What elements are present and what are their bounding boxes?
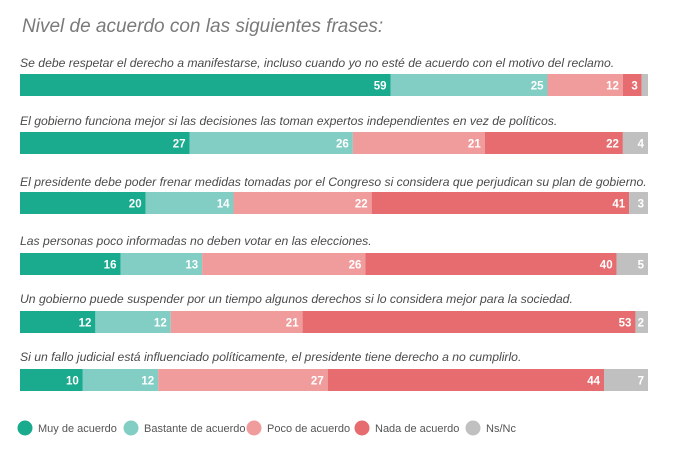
- data-label: 10: [66, 376, 79, 388]
- data-label: 26: [336, 139, 349, 151]
- data-label: 41: [612, 199, 625, 211]
- bar-row: Si un fallo judicial está influenciado p…: [20, 350, 648, 391]
- legend-label: Ns/Nc: [486, 423, 516, 435]
- data-label: 21: [468, 139, 481, 151]
- bar-segment-poco: [170, 311, 303, 333]
- data-label: 27: [311, 376, 324, 388]
- bar-segment-bastante: [82, 369, 159, 391]
- data-label: 12: [141, 376, 154, 388]
- bar-segment-bastante: [390, 74, 548, 96]
- bar-segment-nada: [327, 369, 605, 391]
- question-label: Se debe respetar el derecho a manifestar…: [20, 56, 614, 70]
- bar-segment-poco: [202, 253, 366, 275]
- bar-segment-nsnc: [604, 369, 648, 391]
- bar-segment-nsnc: [616, 253, 648, 275]
- legend-item-nsnc: Ns/Nc: [465, 420, 516, 436]
- legend-label: Bastante de acuerdo: [144, 423, 246, 435]
- legend-label: Muy de acuerdo: [38, 423, 117, 435]
- data-label: 20: [129, 199, 142, 211]
- bar-segment-poco: [547, 74, 623, 96]
- data-label: 7: [638, 376, 644, 388]
- bar-row: Las personas poco informadas no deben vo…: [20, 234, 648, 275]
- legend-item-bastante: Bastante de acuerdo: [123, 420, 246, 436]
- bar-segment-bastante: [120, 253, 203, 275]
- bar-segment-muy: [20, 253, 121, 275]
- bar-row: Se debe respetar el derecho a manifestar…: [20, 56, 648, 96]
- legend-swatch: [17, 420, 33, 436]
- bar-segment-muy: [20, 369, 83, 391]
- question-label: Las personas poco informadas no deben vo…: [20, 234, 372, 248]
- legend-item-poco: Poco de acuerdo: [246, 420, 350, 436]
- data-label: 21: [286, 318, 299, 330]
- legend-swatch: [465, 420, 481, 436]
- bar-segment-muy: [20, 132, 190, 154]
- bar-segment-bastante: [145, 192, 234, 214]
- data-label: 3: [638, 199, 644, 211]
- data-label: 12: [154, 318, 167, 330]
- bar-row: El gobierno funciona mejor si las decisi…: [20, 114, 648, 154]
- data-label: 26: [349, 260, 362, 272]
- bar-segment-muy: [20, 74, 391, 96]
- data-label: 53: [619, 318, 632, 330]
- bar-segment-nsnc: [622, 132, 648, 154]
- bar-segment-nada: [484, 132, 623, 154]
- data-label: 16: [104, 260, 117, 272]
- legend-label: Nada de acuerdo: [375, 423, 459, 435]
- data-label: 3: [631, 81, 637, 93]
- question-label: Un gobierno puede suspender por un tiemp…: [20, 292, 573, 306]
- legend-swatch: [246, 420, 262, 436]
- bar-segment-bastante: [189, 132, 353, 154]
- data-label: 44: [587, 376, 600, 388]
- chart-legend: Muy de acuerdo Bastante de acuerdo Poco de…: [17, 420, 516, 436]
- bar-segment-muy: [20, 192, 146, 214]
- bar-segment-nsnc: [641, 74, 648, 96]
- bar-segment-nada: [365, 253, 617, 275]
- bar-segment-poco: [158, 369, 328, 391]
- data-label: 13: [185, 260, 198, 272]
- bar-segment-nsnc: [629, 192, 648, 214]
- data-label: 12: [606, 81, 619, 93]
- data-label: 22: [355, 199, 368, 211]
- legend-swatch: [123, 420, 139, 436]
- chart-rows: Se debe respetar el derecho a manifestar…: [20, 56, 648, 391]
- question-label: Si un fallo judicial está influenciado p…: [20, 350, 521, 364]
- data-label: 12: [79, 318, 92, 330]
- bar-row: El presidente debe poder frenar medidas …: [20, 175, 648, 214]
- data-label: 14: [217, 199, 230, 211]
- legend-item-nada: Nada de acuerdo: [354, 420, 459, 436]
- bar-segment-bastante: [95, 311, 171, 333]
- data-label: 5: [638, 260, 645, 272]
- bar-row: Un gobierno puede suspender por un tiemp…: [20, 292, 648, 333]
- data-label: 59: [374, 81, 387, 93]
- data-label: 22: [606, 139, 619, 151]
- bar-segment-nsnc: [635, 311, 648, 333]
- bar-segment-nada: [622, 74, 642, 96]
- legend-item-muy: Muy de acuerdo: [17, 420, 117, 436]
- data-label: 4: [638, 139, 645, 151]
- bar-segment-poco: [233, 192, 372, 214]
- bar-segment-nada: [302, 311, 636, 333]
- data-label: 2: [638, 318, 644, 330]
- bar-segment-muy: [20, 311, 96, 333]
- data-label: 40: [600, 260, 613, 272]
- question-label: El presidente debe poder frenar medidas …: [20, 175, 647, 189]
- legend-swatch: [354, 420, 370, 436]
- data-label: 25: [531, 81, 544, 93]
- legend-label: Poco de acuerdo: [267, 423, 350, 435]
- question-label: El gobierno funciona mejor si las decisi…: [20, 114, 557, 128]
- bar-segment-poco: [352, 132, 485, 154]
- chart-title: Nivel de acuerdo con las siguientes fras…: [22, 16, 383, 37]
- data-label: 27: [173, 139, 186, 151]
- bar-segment-nada: [371, 192, 630, 214]
